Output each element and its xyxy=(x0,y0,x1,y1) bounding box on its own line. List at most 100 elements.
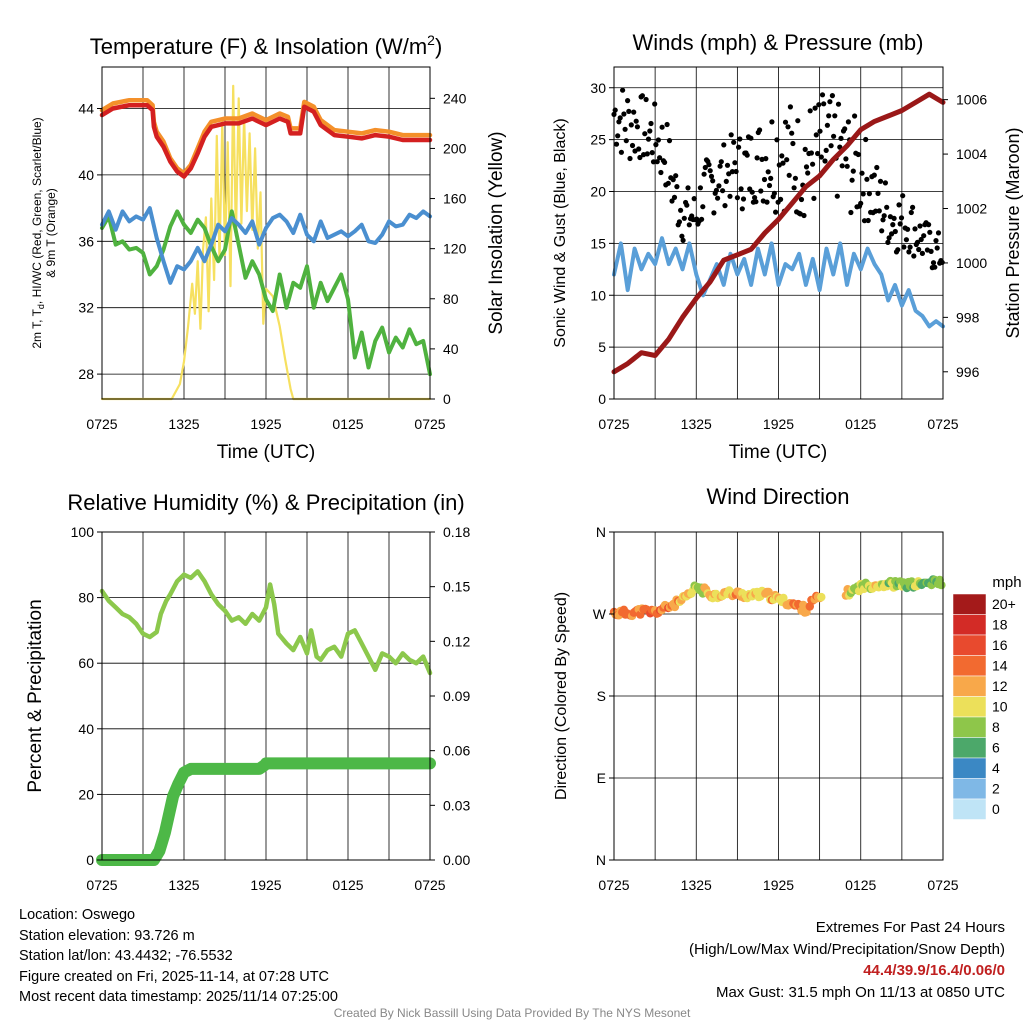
temp-xtick-label: 0725 xyxy=(414,416,445,432)
gust-point xyxy=(761,176,768,183)
gust-point xyxy=(652,101,658,107)
wind-series-pressure xyxy=(611,91,946,375)
speed-legend-swatch xyxy=(952,757,987,779)
gust-point xyxy=(758,188,764,194)
wind-xtick-label: 0725 xyxy=(598,416,629,432)
location-line: Location: Oswego xyxy=(19,907,136,923)
direction-series xyxy=(609,575,946,621)
gust-point xyxy=(914,239,921,245)
speed-legend-swatch xyxy=(952,614,987,636)
gust-point xyxy=(906,249,912,255)
humidity-title: Relative Humidity (%) & Precipitation (i… xyxy=(67,490,464,515)
gust-point xyxy=(802,146,808,152)
rh-ytick-right-label: 0.18 xyxy=(443,524,470,540)
gust-point xyxy=(749,189,755,195)
gust-point xyxy=(849,177,855,183)
speed-legend-label: 20+ xyxy=(992,596,1016,612)
max-gust-line: Max Gust: 31.5 mph On 11/13 at 0850 UTC xyxy=(715,983,1005,1001)
gust-point xyxy=(834,193,840,199)
gust-point xyxy=(852,113,858,119)
temp-xtick-label: 1325 xyxy=(168,416,199,432)
gust-point xyxy=(844,163,850,169)
gust-point xyxy=(738,186,744,192)
gust-point xyxy=(676,219,683,225)
gust-point xyxy=(864,176,870,182)
gust-point xyxy=(812,105,818,111)
gust-point xyxy=(821,101,827,107)
gust-point xyxy=(858,200,864,206)
gust-point xyxy=(728,132,734,138)
gust-point xyxy=(784,157,790,163)
gust-point xyxy=(908,209,914,216)
speed-legend-swatch xyxy=(952,634,987,656)
temperature-plot-frame xyxy=(101,66,431,400)
gust-point xyxy=(823,147,829,153)
gust-point xyxy=(829,93,836,99)
gust-point xyxy=(625,98,631,104)
rh-xtick-label: 1925 xyxy=(250,877,281,893)
winds-panel: Winds (mph) & Pressure (mb) 0725 1325 1925… xyxy=(552,30,1023,463)
gust-point xyxy=(801,212,807,219)
dir-ytick-label: E xyxy=(597,770,606,786)
extremes-legend: (High/Low/Max Wind/Precipitation/Snow De… xyxy=(689,940,1005,958)
gust-point xyxy=(919,250,926,256)
gust-point xyxy=(824,122,831,128)
gust-point xyxy=(933,238,939,244)
speed-legend-label: 2 xyxy=(992,781,1000,797)
gust-point xyxy=(617,115,623,121)
winds-ylabel-left: Sonic Wind & Gust (Blue, Black) xyxy=(552,118,569,347)
humidity-series xyxy=(96,569,436,866)
direction-point xyxy=(817,592,826,602)
rh-xtick-label: 1325 xyxy=(168,877,199,893)
gust-point xyxy=(736,144,742,150)
speed-legend-swatch xyxy=(952,716,987,738)
gust-point xyxy=(863,136,869,143)
gust-point xyxy=(618,149,625,155)
gust-point xyxy=(921,233,927,239)
gust-point xyxy=(658,169,664,176)
station-info: Location: Oswego Station elevation: 93.7… xyxy=(19,905,338,1008)
humidity-grid xyxy=(102,532,430,860)
gust-point xyxy=(916,246,922,253)
temp-ytick-label: 36 xyxy=(78,233,94,249)
gust-point xyxy=(629,142,636,149)
gust-point xyxy=(889,231,895,237)
gust-point xyxy=(881,213,887,219)
direction-point xyxy=(764,587,773,597)
gust-point xyxy=(778,196,784,202)
speed-legend-label: 4 xyxy=(992,760,1000,776)
gust-point xyxy=(832,113,838,119)
gust-point xyxy=(670,177,676,183)
winds-series xyxy=(611,87,946,375)
gust-point xyxy=(855,151,861,158)
gust-point xyxy=(765,169,771,175)
latlon-line: Station lat/lon: 43.4432; -76.5532 xyxy=(19,948,233,964)
gust-point xyxy=(827,99,833,105)
gust-point xyxy=(734,195,741,201)
humidity-panel: Relative Humidity (%) & Precipitation (i… xyxy=(25,490,470,893)
speed-legend-swatch xyxy=(952,675,987,697)
speed-legend-label: 14 xyxy=(992,658,1008,674)
gust-point xyxy=(706,162,712,168)
gust-point xyxy=(723,178,729,184)
gust-point xyxy=(807,108,813,114)
gust-point xyxy=(791,185,797,191)
gust-point xyxy=(626,108,632,114)
gust-point xyxy=(768,175,774,181)
temp-series-td-green xyxy=(100,209,432,377)
gust-point xyxy=(886,235,892,241)
gust-point xyxy=(664,121,670,128)
gust-point xyxy=(615,133,621,139)
direction-panel: Wind Direction 0725 1325 1925 0125 0725 N E S W N… xyxy=(553,484,1022,893)
gust-point xyxy=(757,127,763,133)
direction-ylabel: Direction (Colored By Speed) xyxy=(553,592,570,800)
gust-point xyxy=(842,126,848,132)
rh-xtick-label: 0125 xyxy=(332,877,363,893)
gust-point xyxy=(805,170,811,176)
gust-point xyxy=(930,260,937,266)
wind-ytick-right-label: 1002 xyxy=(956,201,987,217)
gust-point xyxy=(907,244,913,250)
gust-point xyxy=(900,193,906,199)
direction-axes: 0725 1325 1925 0125 0725 N E S W N xyxy=(593,524,959,893)
gust-point xyxy=(654,159,660,165)
